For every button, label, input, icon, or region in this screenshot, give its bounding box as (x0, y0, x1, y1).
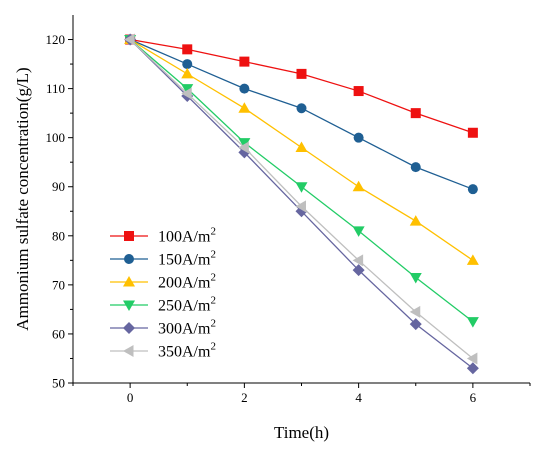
legend-label: 300A/m2 (158, 318, 216, 338)
y-tick-label: 110 (46, 81, 65, 96)
data-point (239, 83, 250, 94)
data-point (466, 362, 479, 375)
data-point (410, 108, 421, 119)
axes: 0 2 4 6 50 60 70 80 90 100 110 120 (46, 15, 531, 405)
legend-label: 250A/m2 (158, 295, 216, 315)
legend-item: 250A/m2 (110, 295, 216, 315)
legend-label: 150A/m2 (158, 249, 216, 269)
y-axis-title: Ammonium sulfate concentration(g/L) (13, 67, 32, 330)
legend-marker (123, 276, 135, 287)
data-point (295, 200, 306, 213)
x-tick-label: 2 (241, 390, 248, 405)
data-point (409, 215, 422, 226)
data-point (352, 264, 365, 277)
x-axis-title: Time(h) (274, 423, 329, 442)
data-point (467, 184, 478, 195)
y-tick-label: 100 (46, 130, 66, 145)
data-point (466, 254, 479, 265)
y-tick-label: 60 (52, 326, 65, 341)
legend-item: 300A/m2 (110, 318, 216, 338)
series-line (130, 38, 474, 134)
data-point (238, 102, 251, 113)
legend-item: 200A/m2 (110, 272, 216, 292)
data-point (182, 59, 193, 70)
data-point (353, 132, 364, 143)
data-point (466, 352, 478, 365)
legend-item: 150A/m2 (110, 249, 216, 269)
series-6 (124, 33, 478, 365)
data-point (295, 141, 308, 152)
legend-item: 100A/m2 (110, 226, 216, 246)
data-point (182, 44, 193, 55)
data-point (239, 56, 250, 67)
legend-item: 350A/m2 (110, 341, 216, 361)
x-tick-label: 0 (127, 390, 134, 405)
data-point (409, 318, 422, 331)
plot-area (124, 33, 479, 375)
data-point (409, 273, 422, 284)
data-point (296, 103, 307, 114)
legend-label: 350A/m2 (158, 341, 216, 361)
series-4 (124, 35, 479, 328)
legend-marker (123, 300, 135, 311)
legend: 100A/m2 150A/m2 200A/m2 250A/m2 300A/m2 350A/… (110, 226, 216, 361)
legend-label: 200A/m2 (158, 272, 216, 292)
y-tick-label: 50 (52, 376, 65, 391)
data-point (238, 141, 249, 154)
data-point (352, 226, 365, 237)
series-2 (125, 34, 478, 195)
y-tick-label: 90 (52, 179, 65, 194)
data-point (352, 254, 364, 267)
legend-marker (124, 254, 134, 264)
legend-marker (123, 322, 135, 334)
y-tick-label: 70 (52, 277, 65, 292)
series-line (129, 38, 474, 190)
legend-label: 100A/m2 (158, 226, 216, 246)
x-tick-label: 6 (470, 390, 477, 405)
data-point (181, 84, 194, 95)
data-point (409, 305, 421, 318)
y-tick-label: 80 (52, 228, 65, 243)
data-point (353, 86, 364, 97)
data-point (296, 68, 307, 79)
legend-marker (123, 345, 134, 357)
data-point (238, 138, 251, 149)
x-tick-label: 4 (355, 390, 362, 405)
data-point (124, 33, 135, 46)
data-point (467, 127, 478, 138)
legend-marker (124, 231, 134, 241)
y-tick-label: 120 (46, 32, 66, 47)
data-point (352, 180, 365, 192)
data-point (466, 317, 479, 328)
data-point (181, 67, 194, 79)
data-point (295, 182, 308, 193)
data-point (410, 162, 421, 173)
data-point (181, 87, 192, 100)
